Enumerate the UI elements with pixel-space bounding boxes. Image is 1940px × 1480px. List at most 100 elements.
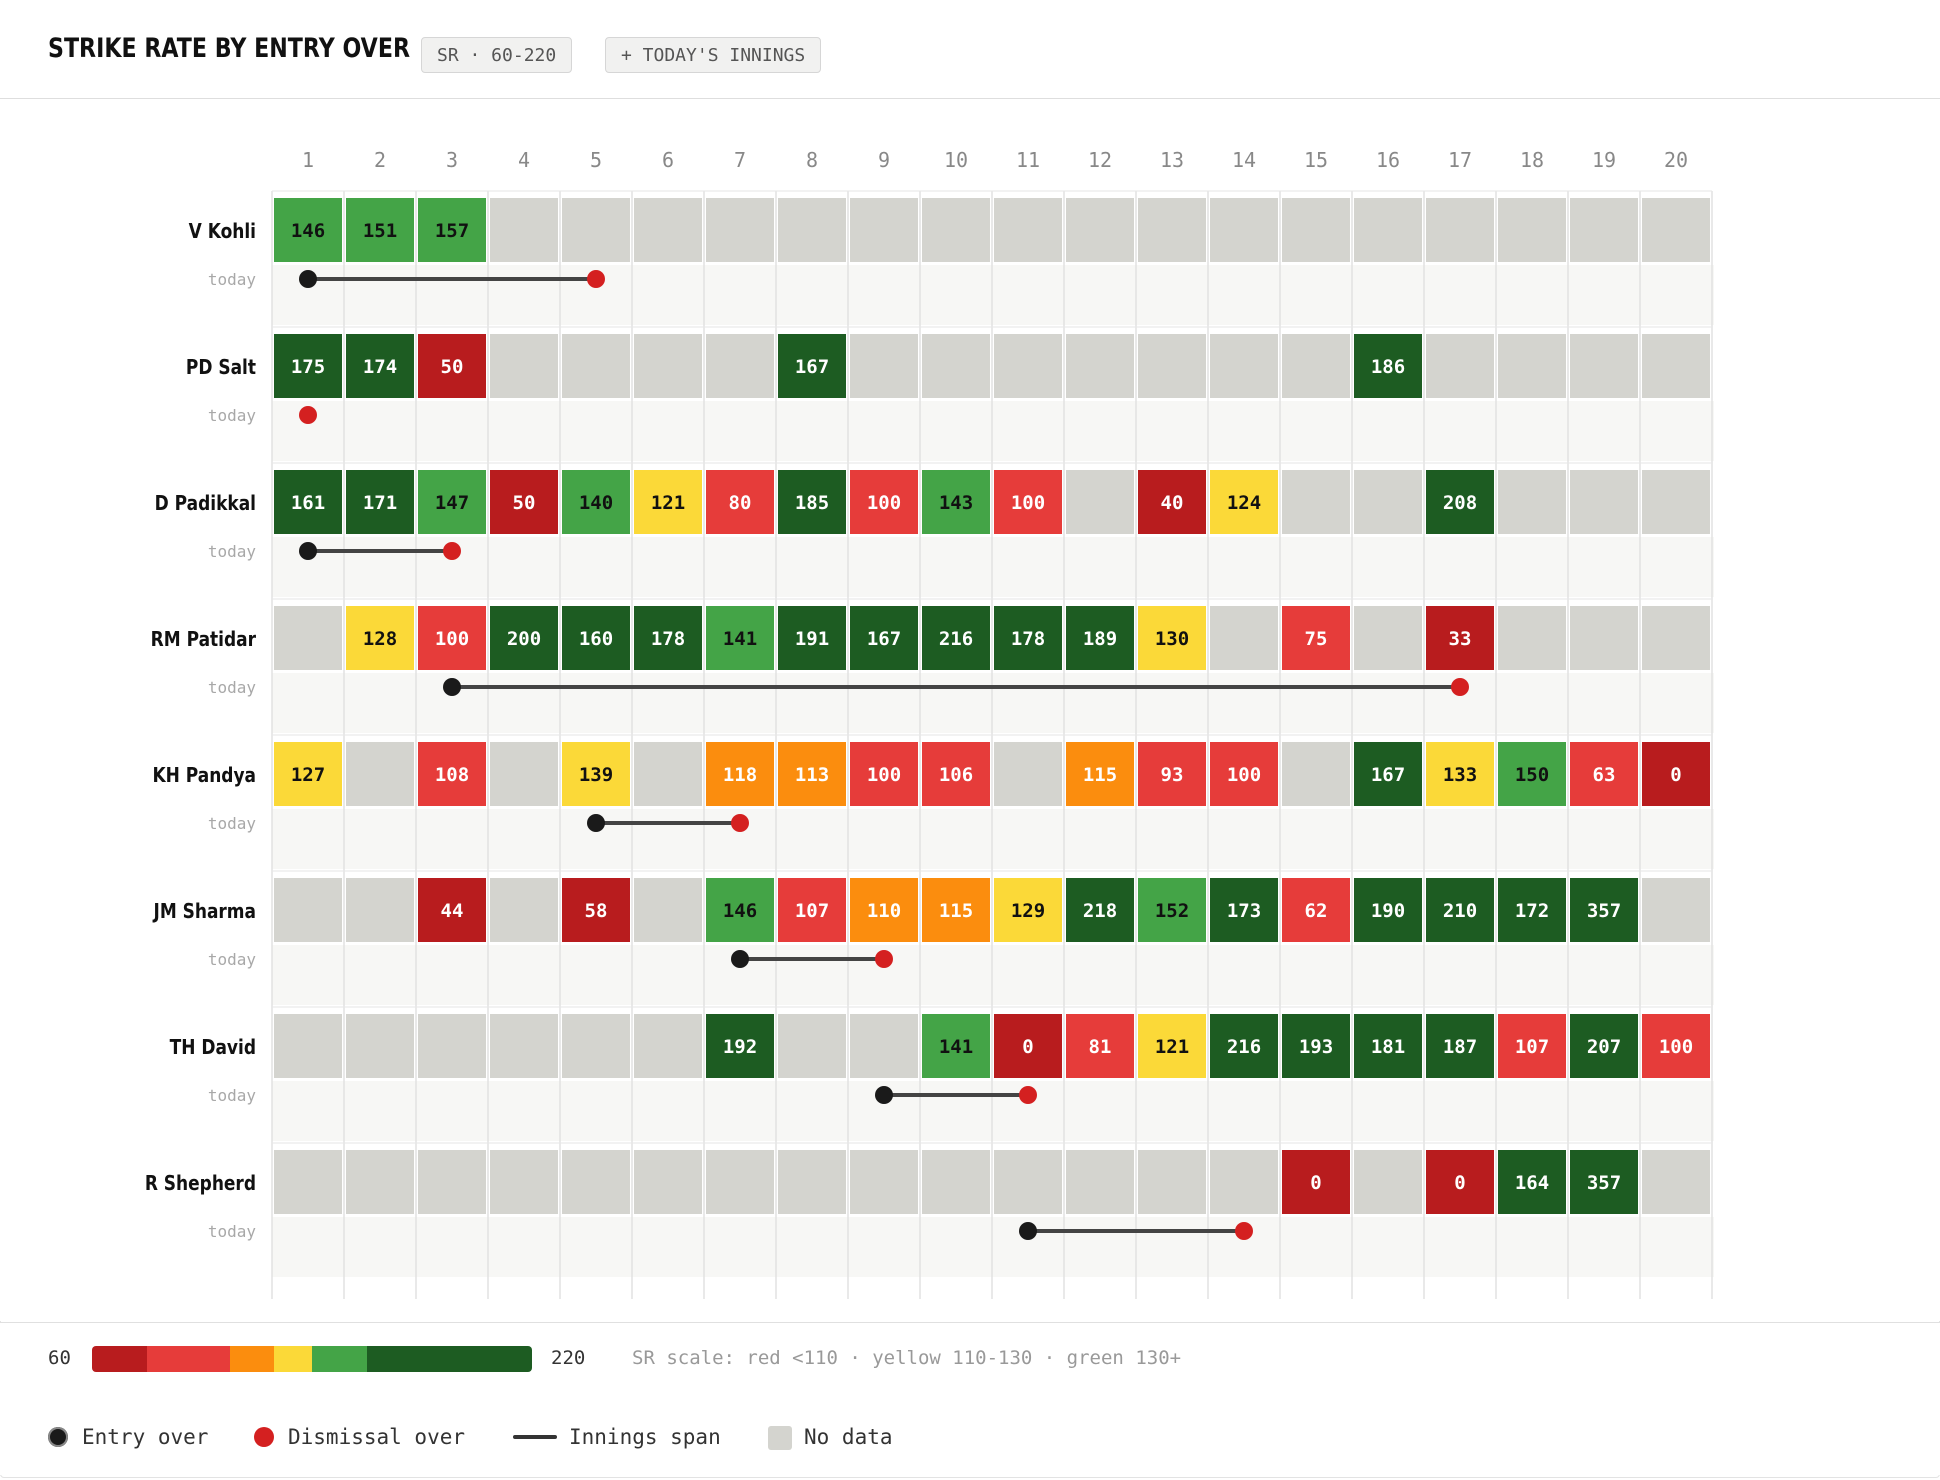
- legend-span-label: Innings span: [569, 1425, 721, 1449]
- sr-cell: [922, 742, 990, 806]
- sr-value-label: 175: [291, 356, 325, 378]
- today-row-bg: [272, 809, 1714, 869]
- sr-value-label: 207: [1587, 1036, 1621, 1058]
- player-name-label: D Padikkal: [155, 493, 256, 516]
- scale-max-label: 220: [551, 1347, 586, 1369]
- sr-cell: [850, 198, 918, 262]
- sr-cell: [1426, 1014, 1494, 1078]
- sr-cell: [562, 334, 630, 398]
- sr-cell: [994, 742, 1062, 806]
- sr-cell: [1138, 742, 1206, 806]
- over-header-label: 4: [518, 148, 530, 172]
- scale-segment: [367, 1346, 532, 1372]
- sr-value-label: 143: [939, 492, 973, 514]
- sr-cell: [1282, 198, 1350, 262]
- sr-value-label: 100: [867, 764, 901, 786]
- sr-value-label: 151: [363, 220, 397, 242]
- dismissal-over-marker: [731, 814, 749, 832]
- sr-value-label: 100: [1011, 492, 1045, 514]
- sr-cell: [1210, 198, 1278, 262]
- today-label: today: [208, 678, 257, 697]
- sr-value-label: 185: [795, 492, 829, 514]
- today-row-bg: [272, 1217, 1714, 1277]
- sr-cell: [778, 1150, 846, 1214]
- sr-cell: [634, 1150, 702, 1214]
- sr-value-label: 100: [435, 628, 469, 650]
- entry-over-marker: [299, 270, 317, 288]
- sr-cell: [562, 742, 630, 806]
- today-label: today: [208, 542, 257, 561]
- sr-cell: [706, 470, 774, 534]
- sr-value-label: 127: [291, 764, 325, 786]
- sr-value-label: 100: [1227, 764, 1261, 786]
- chart-header: STRIKE RATE BY ENTRY OVER SR · 60-220 + …: [0, 0, 1940, 99]
- today-row-bg: [272, 401, 1714, 461]
- scale-segment: [229, 1346, 274, 1372]
- sr-cell: [706, 198, 774, 262]
- sr-value-label: 189: [1083, 628, 1117, 650]
- sr-cell: [922, 198, 990, 262]
- sr-cell: [418, 198, 486, 262]
- sr-value-label: 160: [579, 628, 613, 650]
- sr-cell: [634, 470, 702, 534]
- sr-cell: [1138, 334, 1206, 398]
- entry-over-marker: [587, 814, 605, 832]
- sr-value-label: 140: [579, 492, 613, 514]
- sr-value-label: 216: [1227, 1036, 1261, 1058]
- sr-cell: [1570, 198, 1638, 262]
- sr-value-label: 191: [795, 628, 829, 650]
- sr-cell: [850, 1150, 918, 1214]
- sr-cell: [1426, 334, 1494, 398]
- sr-cell: [1354, 334, 1422, 398]
- today-label: today: [208, 270, 257, 289]
- sr-cell: [1570, 742, 1638, 806]
- player-name-label: V Kohli: [189, 221, 256, 244]
- sr-range-chip[interactable]: SR · 60-220: [421, 37, 573, 73]
- sr-value-label: 0: [1454, 1172, 1465, 1194]
- sr-cell: [562, 878, 630, 942]
- sr-cell: [1570, 1014, 1638, 1078]
- over-header-label: 20: [1664, 148, 1688, 172]
- sr-cell: [1354, 606, 1422, 670]
- dismissal-over-marker: [443, 542, 461, 560]
- sr-cell: [274, 742, 342, 806]
- over-header-label: 14: [1232, 148, 1256, 172]
- dismissal-over-marker: [875, 950, 893, 968]
- today-label: today: [208, 406, 257, 425]
- sr-value-label: 58: [585, 900, 608, 922]
- sr-cell: [1498, 470, 1566, 534]
- sr-value-label: 124: [1227, 492, 1261, 514]
- over-header-label: 11: [1016, 148, 1040, 172]
- sr-cell: [1426, 742, 1494, 806]
- sr-value-label: 121: [651, 492, 685, 514]
- sr-cell: [1498, 1014, 1566, 1078]
- sr-cell: [1066, 198, 1134, 262]
- sr-cell: [1642, 742, 1710, 806]
- sr-cell: [1354, 1150, 1422, 1214]
- sr-cell: [274, 1150, 342, 1214]
- entry-over-marker: [443, 678, 461, 696]
- sr-cell: [1642, 198, 1710, 262]
- sr-value-label: 357: [1587, 1172, 1621, 1194]
- sr-value-label: 193: [1299, 1036, 1333, 1058]
- player-name-label: JM Sharma: [152, 901, 256, 924]
- chart-title: STRIKE RATE BY ENTRY OVER: [48, 33, 410, 64]
- sr-value-label: 210: [1443, 900, 1477, 922]
- sr-cell: [850, 742, 918, 806]
- heatmap-svg: 1 2 3 4 5 6 7 8 9 10 11 12 13 14 15 16 17 18 19 20V Kohli 14…: [145, 148, 1714, 1299]
- todays-innings-toggle[interactable]: + TODAY'S INNINGS: [605, 37, 822, 73]
- sr-cell: [346, 470, 414, 534]
- sr-cell: [850, 470, 918, 534]
- sr-cell: [274, 878, 342, 942]
- today-row-bg: [272, 1081, 1714, 1141]
- sr-value-label: 81: [1089, 1036, 1112, 1058]
- today-label: today: [208, 950, 257, 969]
- sr-cell: [994, 334, 1062, 398]
- sr-value-label: 130: [1155, 628, 1189, 650]
- sr-cell: [634, 1014, 702, 1078]
- sr-cell: [1210, 334, 1278, 398]
- sr-cell: [1642, 1150, 1710, 1214]
- sr-cell: [994, 198, 1062, 262]
- sr-value-label: 187: [1443, 1036, 1477, 1058]
- sr-cell: [922, 1150, 990, 1214]
